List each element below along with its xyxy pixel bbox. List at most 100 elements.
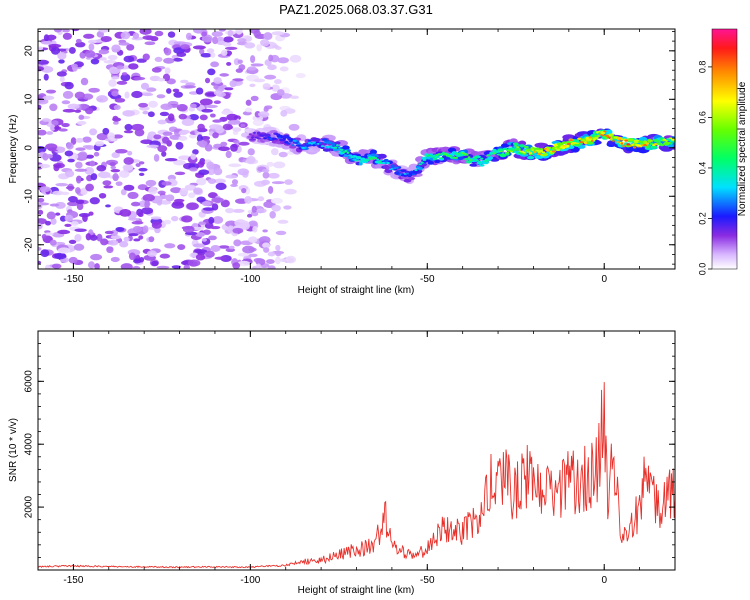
heatmap-cell: [54, 126, 62, 130]
snr-y-axis-label: SNR (10 * v/v): [8, 418, 19, 482]
heatmap-cell: [130, 201, 141, 207]
heatmap-cell: [106, 246, 114, 254]
heatmap-cell: [170, 187, 182, 194]
heatmap-cell: [231, 179, 239, 185]
heatmap-cell: [175, 141, 184, 150]
spectrogram-x-tick-label: -150: [63, 274, 83, 285]
heatmap-cell: [267, 265, 276, 269]
heatmap-cell: [358, 161, 363, 166]
heatmap-cell: [213, 77, 222, 84]
heatmap-cell: [195, 253, 206, 261]
heatmap-cell: [207, 68, 216, 76]
heatmap-cell: [190, 153, 197, 160]
heatmap-cell: [119, 209, 132, 217]
heatmap-cell: [180, 44, 190, 50]
heatmap-cell: [612, 139, 615, 142]
heatmap-cell: [197, 161, 205, 168]
heatmap-cell: [634, 143, 639, 146]
heatmap-cell: [148, 236, 155, 243]
heatmap-cell: [88, 43, 95, 51]
heatmap-cell: [551, 146, 557, 151]
heatmap-cell: [172, 88, 180, 93]
heatmap-cell: [273, 161, 286, 169]
heatmap-cell: [131, 220, 144, 225]
heatmap-cell: [70, 221, 79, 226]
heatmap-cell: [96, 132, 109, 141]
heatmap-cell: [200, 53, 212, 58]
colorbar: 0.0 0.2 0.4 0.6 0.8 Normalized spectral ampl…: [697, 28, 748, 275]
heatmap-cell: [137, 212, 144, 218]
heatmap-cell: [196, 196, 206, 203]
heatmap-cell: [214, 256, 227, 260]
heatmap-cell: [74, 233, 82, 242]
heatmap-cell: [264, 74, 277, 80]
heatmap-cell: [132, 265, 141, 269]
heatmap-cell: [249, 138, 256, 141]
heatmap-cell: [526, 150, 531, 153]
heatmap-cell: [110, 165, 117, 170]
heatmap-cell: [90, 253, 103, 261]
heatmap-cell: [94, 263, 100, 269]
heatmap-cell: [230, 183, 238, 188]
heatmap-cell: [539, 148, 544, 151]
heatmap-cell: [226, 61, 232, 66]
heatmap-cell: [271, 197, 283, 204]
heatmap-cell: [49, 124, 56, 131]
heatmap-cell: [156, 94, 166, 99]
heatmap-cell: [271, 84, 280, 92]
heatmap-cell: [616, 140, 619, 144]
heatmap-cell: [144, 200, 150, 209]
heatmap-cell: [171, 215, 179, 222]
heatmap-cell: [78, 151, 88, 160]
heatmap-cell: [662, 138, 666, 141]
heatmap-cell: [85, 183, 94, 192]
heatmap-cell: [116, 80, 128, 85]
heatmap-cell: [49, 203, 60, 207]
heatmap-cell: [144, 41, 156, 46]
heatmap-cell: [46, 34, 57, 41]
heatmap-cell: [232, 262, 241, 269]
heatmap-cell: [585, 139, 590, 142]
heatmap-cell: [89, 234, 98, 241]
spectrogram-x-tick-label: -100: [240, 274, 260, 285]
heatmap-cell: [109, 161, 116, 167]
heatmap-cell: [120, 188, 127, 196]
heatmap-cell: [412, 169, 420, 173]
heatmap-cell: [247, 148, 255, 156]
heatmap-cell: [369, 157, 374, 160]
heatmap-cell: [159, 111, 170, 117]
heatmap-cell: [222, 123, 233, 131]
heatmap-cell: [123, 130, 134, 134]
heatmap-cell: [62, 108, 76, 113]
heatmap-cell: [68, 239, 77, 245]
heatmap-cell: [113, 104, 121, 110]
heatmap-cell: [267, 64, 277, 71]
heatmap-cell: [667, 143, 674, 148]
heatmap-cell: [85, 233, 92, 241]
heatmap-cell: [171, 201, 185, 209]
heatmap-cell: [74, 168, 88, 172]
heatmap-cell: [249, 83, 256, 88]
heatmap-cell: [64, 150, 74, 157]
heatmap-cell: [530, 146, 536, 151]
heatmap-cell: [48, 43, 62, 48]
heatmap-cell: [408, 176, 416, 181]
heatmap-cell: [232, 227, 244, 234]
heatmap-cell: [88, 87, 100, 93]
spectrogram-x-tick-label: 0: [601, 274, 607, 285]
heatmap-cell: [258, 111, 270, 118]
heatmap-cell: [626, 143, 631, 146]
heatmap-cell: [369, 149, 378, 155]
heatmap-cell: [59, 76, 65, 83]
heatmap-cell: [668, 137, 673, 140]
colorbar-gradient: [711, 28, 738, 270]
heatmap-cell: [263, 106, 269, 112]
heatmap-cell: [201, 238, 207, 242]
heatmap-cell: [58, 128, 68, 132]
colorbar-tick-label: 0.2: [697, 212, 707, 225]
heatmap-cell: [43, 73, 49, 81]
heatmap-cell: [52, 190, 64, 196]
heatmap-cell: [198, 221, 207, 225]
heatmap-cell: [76, 202, 84, 211]
heatmap-cell: [41, 233, 47, 240]
